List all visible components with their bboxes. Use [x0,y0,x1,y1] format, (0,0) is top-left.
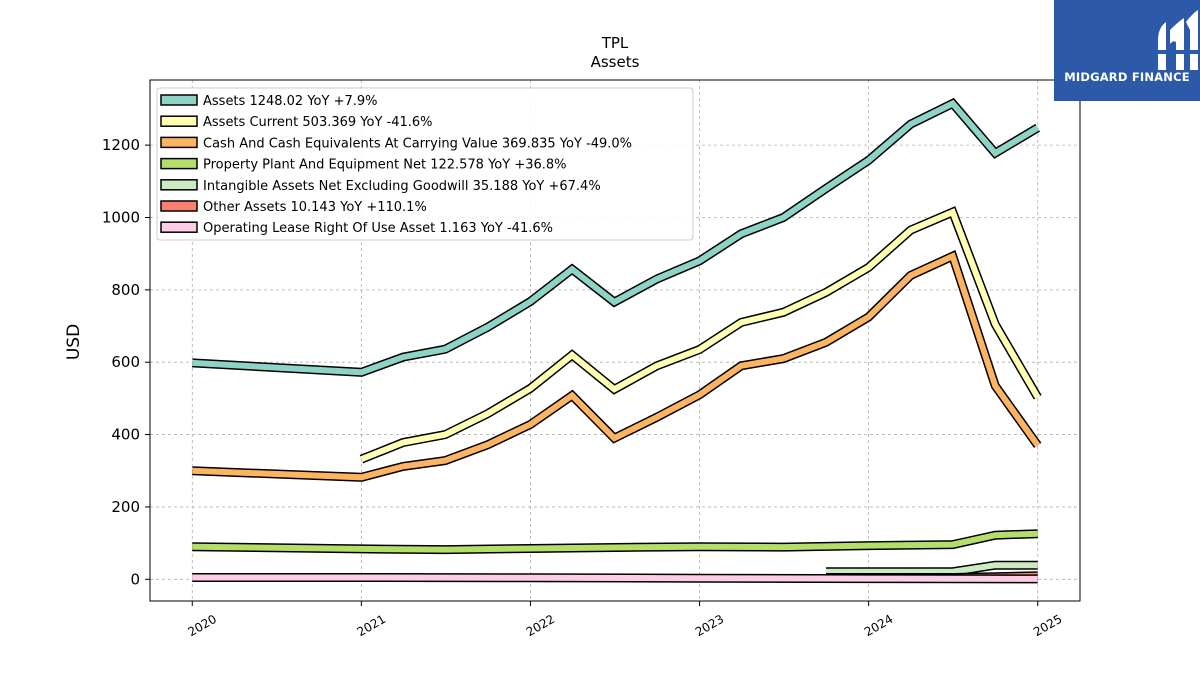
legend-label-6: Operating Lease Right Of Use Asset 1.163… [203,221,553,236]
y-tick-label: 1000 [102,208,140,226]
legend-swatch-1 [160,115,198,127]
y-tick-label: 200 [111,498,140,516]
x-tick-label: 2023 [693,612,726,639]
y-tick-label: 0 [130,570,140,588]
legend-swatch-0 [160,94,198,106]
logo-text: MIDGARD FINANCE [1064,70,1190,84]
series-lines [192,97,1042,584]
x-tick-label: 2021 [355,612,388,639]
series-line-1 [360,208,1041,462]
plot-frame [149,79,1081,602]
y-tick-label: 400 [111,426,140,444]
series-line-4 [826,562,1038,575]
chart-title: TPL [601,34,629,52]
legend-label-1: Assets Current 503.369 YoY -41.6% [203,115,433,130]
legend-swatch-6 [160,221,198,233]
series-line-6 [192,574,1038,582]
legend-label-2: Cash And Cash Equivalents At Carrying Va… [203,136,632,151]
midgard-finance-logo: MIDGARD FINANCE [1054,0,1200,101]
logo-mark-icon [1158,10,1198,70]
series-line-0 [192,99,1040,376]
x-tick-label: 2025 [1031,612,1064,639]
legend-swatch-2 [160,136,198,149]
legend-label-5: Other Assets 10.143 YoY +110.1% [203,200,427,215]
y-tick-label: 800 [111,281,140,299]
x-tick-label: 2020 [186,612,219,639]
legend: Assets 1248.02 YoY +7.9% Assets Current 5… [156,87,694,241]
y-tick-label: 600 [111,353,140,371]
legend-box [156,87,694,241]
legend-swatch-3 [160,157,198,170]
y-axis-label: USD [64,324,84,360]
legend-swatch-4 [160,179,198,191]
axes: 0 200 400 600 800 1000 1200 2020 2021 2022 2023 202… [102,136,1065,639]
legend-swatch-5 [160,200,198,212]
series-line-2 [192,252,1041,481]
x-tick-label: 2024 [862,612,895,639]
legend-label-0: Assets 1248.02 YoY +7.9% [203,94,378,109]
legend-label-4: Intangible Assets Net Excluding Goodwill… [203,179,601,194]
legend-label-3: Property Plant And Equipment Net 122.578… [203,158,567,173]
series-line-3 [192,530,1038,553]
y-tick-label: 1200 [102,136,140,154]
chart-subtitle: Assets [591,53,640,71]
x-tick-label: 2022 [524,612,557,639]
